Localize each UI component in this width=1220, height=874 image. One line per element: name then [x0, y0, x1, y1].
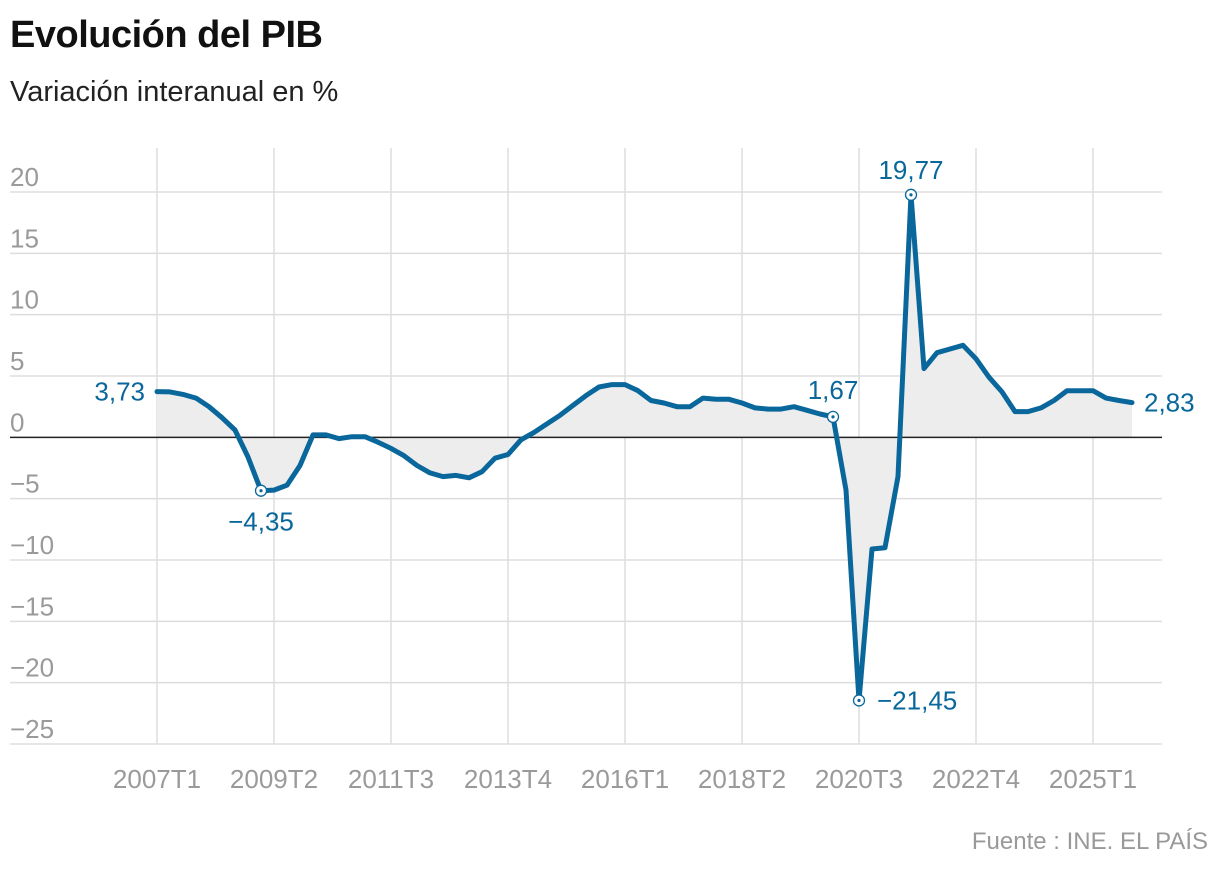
- x-tick-label: 2011T3: [348, 764, 434, 794]
- x-tick-label: 2018T2: [698, 764, 786, 794]
- annotation-marker-dot: [259, 489, 263, 493]
- x-tick-label: 2016T1: [581, 764, 669, 794]
- x-tick-label: 2013T4: [464, 764, 552, 794]
- area-layer: [157, 194, 1132, 701]
- annotation-marker-dot: [857, 698, 861, 703]
- y-tick-label: 15: [10, 223, 39, 253]
- y-tick-label: 5: [10, 346, 24, 376]
- y-tick-labels: 20 15 10 5 0 −5 −10 −15 −20 −25: [10, 162, 54, 744]
- annotation-label: 3,73: [94, 377, 145, 407]
- annotation-label: −4,35: [228, 507, 294, 537]
- annotation-label: 19,77: [878, 155, 943, 185]
- y-tick-label: −5: [10, 469, 40, 499]
- source-note: Fuente : INE. EL PAÍS: [971, 828, 1208, 855]
- y-tick-label: −20: [10, 653, 54, 683]
- annotation-marker-dot: [909, 193, 913, 197]
- annotation-label: 1,67: [808, 375, 859, 405]
- chart-title: Evolución del PIB: [10, 14, 323, 56]
- x-tick-label: 2020T3: [815, 764, 903, 794]
- y-tick-label: −25: [10, 714, 54, 744]
- y-tick-label: −10: [10, 530, 54, 560]
- annotation-marker-dot: [831, 415, 835, 419]
- annotations-layer: 3,73 −4,35 1,67 −21,45 19,77 2,83: [94, 155, 1194, 716]
- x-tick-label: 2009T2: [230, 764, 318, 794]
- x-tick-label: 2025T1: [1049, 764, 1137, 794]
- y-tick-label: 0: [10, 407, 24, 437]
- line-layer: [154, 192, 1135, 703]
- annotation-label: 2,83: [1144, 388, 1195, 418]
- grid-layer: [10, 148, 1162, 745]
- y-tick-label: 20: [10, 162, 39, 192]
- series-line: [154, 192, 1135, 703]
- x-tick-label: 2007T1: [113, 764, 201, 794]
- annotation-label: −21,45: [877, 685, 957, 715]
- x-tick-label: 2022T4: [932, 764, 1020, 794]
- y-tick-label: 10: [10, 285, 39, 315]
- x-tick-labels: 2007T1 2009T2 2011T3 2013T4 2016T1 2018T2 2020…: [113, 764, 1137, 794]
- y-tick-label: −15: [10, 591, 54, 621]
- chart-subtitle: Variación interanual en %: [10, 76, 339, 108]
- series-area: [157, 194, 1132, 701]
